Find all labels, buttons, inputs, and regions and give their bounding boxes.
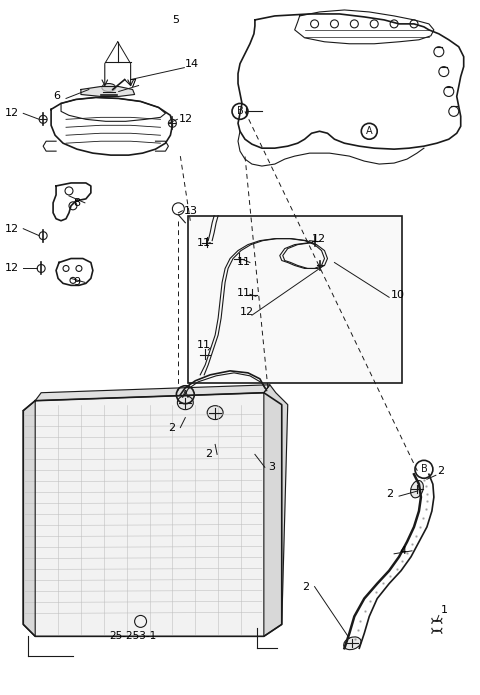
Polygon shape bbox=[264, 385, 288, 637]
Polygon shape bbox=[35, 385, 270, 401]
Text: 4: 4 bbox=[399, 546, 406, 556]
Text: 2: 2 bbox=[386, 489, 393, 499]
Bar bbox=[188, 215, 402, 383]
Text: 12: 12 bbox=[240, 307, 254, 317]
Text: 11: 11 bbox=[197, 238, 211, 247]
Text: B: B bbox=[420, 464, 427, 474]
Text: 11: 11 bbox=[237, 288, 251, 298]
Text: 6: 6 bbox=[53, 92, 60, 101]
Text: 14: 14 bbox=[185, 58, 200, 69]
Text: 12: 12 bbox=[179, 115, 192, 124]
Ellipse shape bbox=[344, 637, 361, 650]
Ellipse shape bbox=[207, 406, 223, 420]
Text: 12: 12 bbox=[312, 234, 326, 244]
Text: 2: 2 bbox=[301, 582, 309, 591]
Text: 2: 2 bbox=[437, 466, 444, 476]
Text: 25-253-1: 25-253-1 bbox=[109, 631, 156, 641]
Ellipse shape bbox=[410, 480, 423, 498]
Text: 12: 12 bbox=[5, 224, 19, 234]
Text: A: A bbox=[182, 390, 189, 400]
Text: 13: 13 bbox=[183, 206, 197, 215]
Text: 3: 3 bbox=[268, 462, 275, 473]
Polygon shape bbox=[81, 86, 134, 97]
Text: 5: 5 bbox=[172, 15, 179, 25]
Text: 7: 7 bbox=[129, 79, 136, 88]
Text: 10: 10 bbox=[391, 291, 405, 300]
Text: B: B bbox=[237, 106, 243, 116]
Text: 2: 2 bbox=[205, 450, 212, 459]
Text: 9: 9 bbox=[73, 277, 80, 287]
Polygon shape bbox=[23, 401, 35, 637]
Ellipse shape bbox=[178, 395, 193, 409]
Text: A: A bbox=[366, 126, 372, 136]
Text: 2: 2 bbox=[168, 423, 176, 432]
Text: 11: 11 bbox=[197, 340, 211, 350]
Ellipse shape bbox=[102, 83, 116, 92]
Polygon shape bbox=[23, 393, 282, 637]
Text: 8: 8 bbox=[73, 198, 80, 208]
Text: 12: 12 bbox=[5, 263, 19, 273]
Text: 1: 1 bbox=[441, 605, 448, 616]
Text: 11: 11 bbox=[237, 257, 251, 268]
Text: 12: 12 bbox=[5, 108, 19, 118]
